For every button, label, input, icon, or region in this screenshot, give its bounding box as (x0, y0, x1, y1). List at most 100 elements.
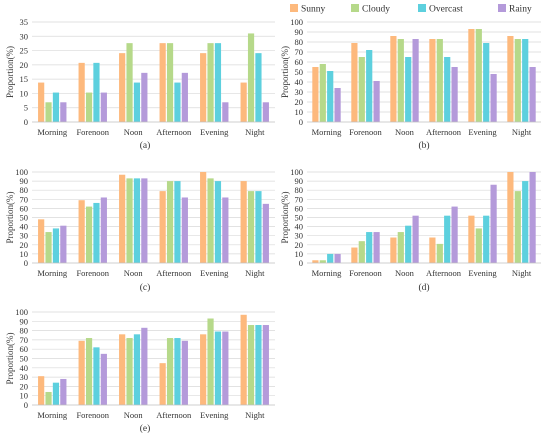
bar (429, 237, 436, 263)
bar (255, 53, 262, 123)
y-tick-label: 60 (20, 344, 29, 354)
bar (390, 36, 397, 122)
y-tick-label: 0 (299, 258, 303, 268)
bar (222, 331, 229, 405)
bar (85, 92, 93, 122)
bar (38, 82, 45, 122)
legend-label: Overcast (429, 5, 463, 15)
y-tick-label: 80 (20, 185, 29, 195)
y-tick-label: 10 (295, 249, 304, 259)
bar (100, 353, 107, 405)
bar (78, 340, 85, 405)
y-tick-label: 30 (20, 231, 29, 241)
bar (214, 331, 222, 405)
panel-label: (e) (140, 423, 151, 434)
y-tick-label: 100 (15, 307, 28, 317)
y-tick-label: 30 (20, 372, 29, 382)
x-tick-label: Morning (37, 410, 68, 420)
bar (85, 206, 93, 263)
y-tick-label: 90 (295, 176, 304, 186)
bar (126, 43, 133, 123)
x-tick-label: Morning (312, 127, 343, 137)
bar (522, 39, 529, 122)
bar (222, 102, 229, 122)
bar (397, 232, 404, 263)
chart-panel: 0 5 10 15 20 25 30 35 Morning Forenoon Noon Afterno… (5, 17, 275, 151)
y-tick-label: 50 (295, 67, 304, 77)
bar (475, 228, 482, 263)
bar (390, 237, 397, 263)
bar (126, 178, 133, 263)
x-tick-label: Night (245, 410, 265, 420)
x-tick-label: Noon (124, 268, 144, 278)
y-tick-label: 10 (20, 88, 29, 98)
y-tick-label: 20 (20, 240, 29, 250)
bar (200, 53, 207, 123)
x-tick-label: Noon (124, 410, 144, 420)
bar (327, 253, 334, 263)
y-tick-label: 0 (299, 117, 303, 127)
x-tick-label: Night (512, 268, 532, 278)
bar (514, 39, 521, 122)
x-tick-label: Forenoon (76, 127, 109, 137)
bar (319, 64, 326, 122)
bar (78, 62, 85, 122)
bar (174, 338, 181, 405)
bar (45, 391, 52, 405)
bar (119, 174, 126, 263)
bar (38, 219, 45, 263)
bar (327, 71, 334, 122)
y-tick-label: 90 (20, 176, 29, 186)
x-tick-label: Evening (468, 127, 497, 137)
bar (319, 260, 326, 263)
bar (119, 334, 126, 405)
x-tick-label: Noon (395, 268, 415, 278)
chart-panels: 0 5 10 15 20 25 30 35 Morning Forenoon Noon Afterno… (5, 17, 541, 434)
y-tick-label: 70 (20, 335, 29, 345)
y-tick-label: 60 (295, 57, 304, 67)
bar (483, 43, 490, 122)
bar (475, 29, 482, 122)
legend: Sunny Cloudy Overcast Rainy (290, 4, 532, 15)
bar (93, 62, 100, 122)
bar (181, 340, 188, 405)
y-tick-label: 10 (20, 391, 29, 401)
bar (85, 338, 93, 405)
y-tick-label: 25 (20, 46, 29, 56)
bar (483, 215, 490, 263)
legend-swatch (418, 4, 426, 12)
bar (93, 347, 100, 405)
legend-label: Sunny (301, 5, 326, 15)
y-tick-label: 80 (295, 37, 304, 47)
bar (262, 102, 269, 122)
x-tick-label: Afternoon (156, 268, 192, 278)
bar (312, 260, 319, 263)
bar (490, 184, 497, 263)
bar (444, 215, 451, 263)
y-tick-label: 40 (20, 363, 29, 373)
bar (60, 102, 67, 122)
y-tick-label: 10 (20, 249, 29, 259)
bar (358, 241, 365, 263)
bar (529, 172, 536, 263)
y-tick-label: 50 (20, 354, 29, 364)
bar (366, 232, 373, 263)
legend-label: Rainy (509, 5, 532, 15)
x-tick-label: Forenoon (76, 268, 109, 278)
y-tick-label: 20 (295, 97, 304, 107)
bar (507, 36, 514, 122)
x-tick-label: Afternoon (156, 410, 192, 420)
y-tick-label: 10 (295, 107, 304, 117)
y-tick-label: 70 (295, 194, 304, 204)
y-tick-label: 100 (15, 167, 28, 177)
legend-label: Cloudy (362, 5, 390, 15)
y-tick-label: 20 (20, 60, 29, 70)
bar (412, 39, 419, 122)
x-tick-label: Noon (124, 127, 144, 137)
bar (405, 225, 412, 263)
legend-swatch (351, 4, 359, 12)
y-tick-label: 5 (24, 103, 28, 113)
